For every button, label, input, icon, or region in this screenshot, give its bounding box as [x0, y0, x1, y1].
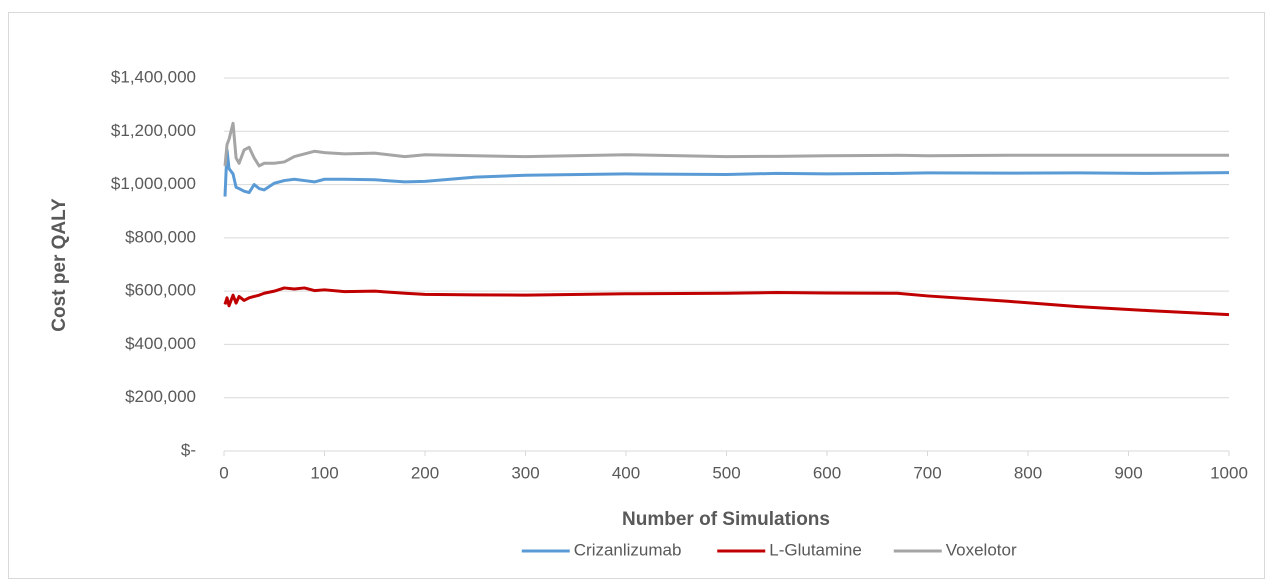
legend-label: Crizanlizumab	[574, 540, 682, 559]
x-tick-label: 100	[310, 463, 338, 482]
x-tick-label: 0	[219, 463, 228, 482]
series-line	[223, 286, 1230, 317]
x-tick-label: 200	[411, 463, 439, 482]
x-tick-label: 400	[612, 463, 640, 482]
series-line	[223, 148, 1230, 197]
x-tick-label: 800	[1014, 463, 1042, 482]
y-axis-title: Cost per QALY	[49, 198, 70, 332]
series-line	[223, 121, 1229, 168]
y-tick-label: $-	[181, 440, 196, 459]
x-tick-label: 500	[712, 463, 740, 482]
x-axis-title: Number of Simulations	[622, 509, 830, 530]
y-tick-label: $1,000,000	[111, 174, 196, 193]
chart-border	[8, 12, 1265, 579]
legend-label: Voxelotor	[946, 540, 1017, 559]
x-tick-label: 1000	[1210, 463, 1248, 482]
x-tick-label: 700	[913, 463, 941, 482]
x-tick-label: 600	[813, 463, 841, 482]
y-tick-label: $400,000	[125, 334, 196, 353]
y-tick-label: $200,000	[125, 387, 196, 406]
y-tick-label: $1,200,000	[111, 121, 196, 140]
x-tick-label: 300	[511, 463, 539, 482]
legend-label: L-Glutamine	[769, 540, 862, 559]
y-tick-label: $800,000	[125, 227, 196, 246]
x-tick-label: 900	[1114, 463, 1142, 482]
y-tick-label: $1,400,000	[111, 67, 196, 86]
y-tick-label: $600,000	[125, 281, 196, 300]
